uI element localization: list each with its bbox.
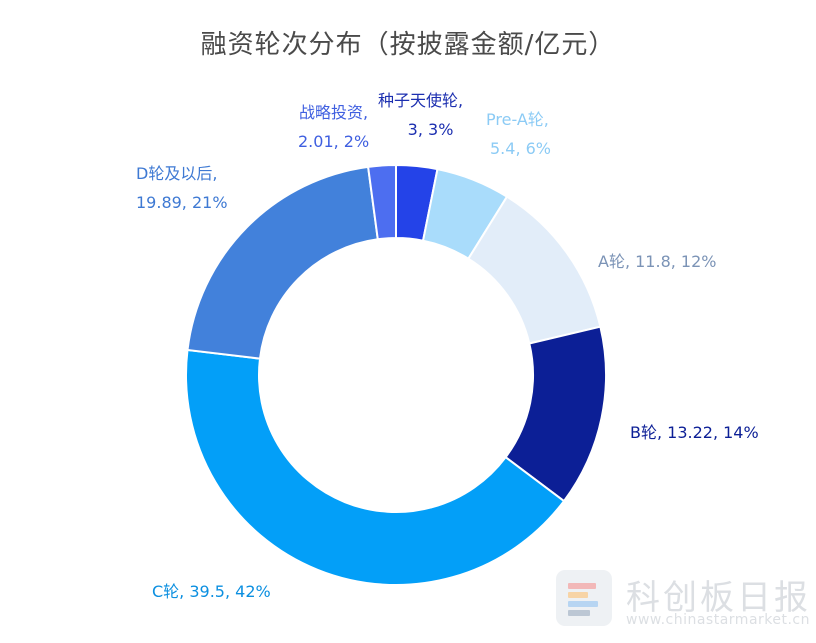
watermark-url: www.chinastarmarket.cn — [626, 612, 811, 628]
watermark-logo-bar — [568, 583, 596, 589]
data-label-d-and-later: D轮及以后, 19.89, 21% — [136, 159, 228, 217]
donut-slice — [366, 163, 397, 241]
data-label-strategic-line2: 2.01, 2% — [298, 132, 370, 151]
donut-slice — [185, 348, 566, 586]
data-label-pre-a-line1: Pre-A轮, — [486, 110, 549, 129]
chart-title: 融资轮次分布（按披露金额/亿元） — [200, 30, 616, 60]
data-label-pre-a-line2: 5.4, 6% — [490, 139, 551, 158]
data-label-c: C轮, 39.5, 42% — [152, 577, 271, 606]
data-label-seed-angel: 种子天使轮, 3, 3% — [378, 86, 463, 144]
data-label-strategic-line1: 战略投资, — [299, 103, 369, 122]
data-label-c-line1: C轮, 39.5, 42% — [152, 582, 271, 601]
data-label-a-line1: A轮, 11.8, 12% — [598, 252, 717, 271]
watermark-text: 科创板日报 — [626, 578, 811, 618]
data-label-d-and-later-line2: 19.89, 21% — [136, 193, 228, 212]
data-label-strategic: 战略投资, 2.01, 2% — [298, 98, 369, 156]
data-label-b-line1: B轮, 13.22, 14% — [630, 423, 759, 442]
data-label-d-and-later-line1: D轮及以后, — [136, 164, 218, 183]
watermark-logo-bar — [568, 610, 590, 616]
watermark-logo-bar — [568, 592, 588, 598]
data-label-pre-a: Pre-A轮, 5.4, 6% — [486, 105, 551, 163]
watermark-logo-bar — [568, 601, 598, 607]
data-label-a: A轮, 11.8, 12% — [598, 247, 716, 276]
data-label-b: B轮, 13.22, 14% — [630, 418, 759, 447]
watermark-logo-icon — [556, 570, 612, 626]
data-label-seed-angel-line1: 种子天使轮, — [378, 91, 464, 110]
data-label-seed-angel-line2: 3, 3% — [407, 120, 454, 139]
